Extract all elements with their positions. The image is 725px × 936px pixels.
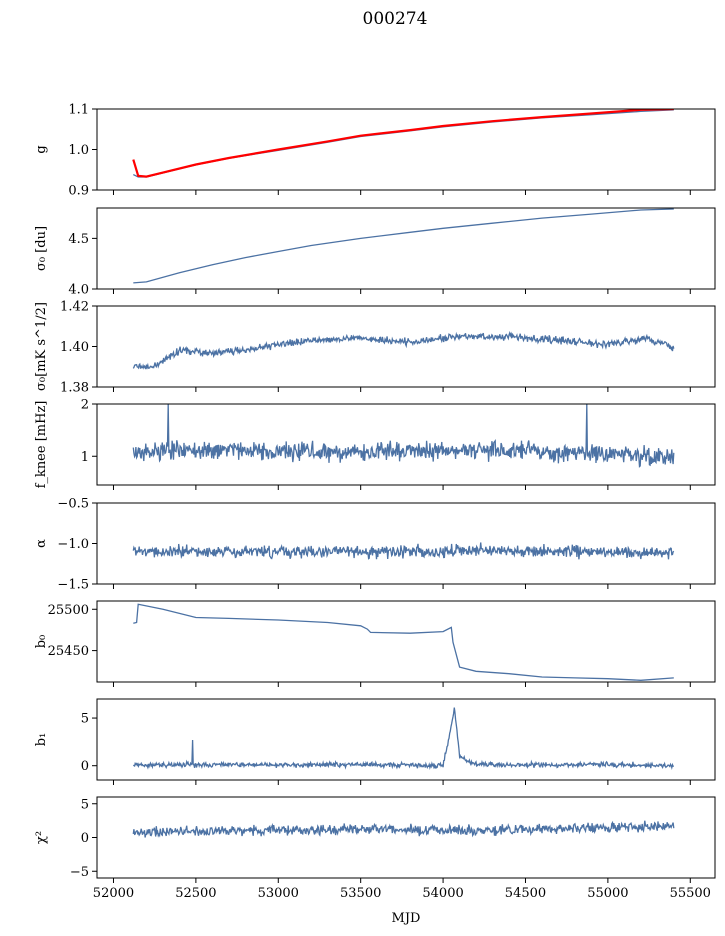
axes-frame <box>96 796 716 879</box>
y-tick-label: 4.5 <box>68 232 89 247</box>
y-tick-label: 1.1 <box>68 103 89 118</box>
panel-b1: 0 5 b₁ <box>34 698 716 785</box>
panel-fknee: 1 2 f_knee [mHz] <box>34 398 716 490</box>
y-tick-label: 2 <box>81 398 89 413</box>
y-tick-label: 0.9 <box>68 184 89 199</box>
y-axis-label: b₀ <box>34 635 49 649</box>
x-tick-label: 54000 <box>422 886 463 901</box>
y-tick-label: 1.38 <box>60 381 89 396</box>
series-line <box>132 330 675 370</box>
x-tick-label: 52000 <box>93 886 134 901</box>
axes-frame <box>96 403 716 486</box>
x-tick-label: 53500 <box>340 886 381 901</box>
series-line <box>133 603 674 681</box>
panel-chi2: −5 0 5 χ² 52000 52500 53000 53500 54000 54500 5500… <box>34 796 716 901</box>
axes-frame <box>96 207 716 290</box>
y-tick-label: 1.0 <box>68 143 89 158</box>
y-tick-label: 25450 <box>48 644 89 659</box>
x-tick-label: 55000 <box>587 886 628 901</box>
series-line <box>132 404 675 468</box>
x-tick-label: 53000 <box>258 886 299 901</box>
y-tick-label: −1.5 <box>57 578 89 593</box>
axes-frame <box>96 502 716 585</box>
y-axis-label: α <box>34 539 49 548</box>
figure-title: 000274 <box>363 9 428 29</box>
series-line <box>132 707 674 771</box>
y-axis-label: σ₀ [du] <box>34 226 49 271</box>
y-axis-label: b₁ <box>34 733 49 747</box>
series-line <box>132 109 674 178</box>
y-tick-label: 5 <box>81 712 89 727</box>
series-line <box>133 109 674 178</box>
y-axis-label: χ² <box>34 831 49 844</box>
y-axis-label: σ₀[mK s^1/2] <box>34 302 49 391</box>
axes-frame <box>96 698 716 781</box>
x-tick-label: 54500 <box>505 886 546 901</box>
y-tick-label: 4.0 <box>68 283 89 298</box>
panel-b0: 25450 25500 b₀ <box>34 600 716 687</box>
y-axis-label: f_knee [mHz] <box>34 401 49 489</box>
y-axis-label: g <box>34 145 49 153</box>
axes-frame <box>96 108 716 191</box>
y-tick-label: 25500 <box>48 603 89 618</box>
x-tick-label: 52500 <box>175 886 216 901</box>
y-tick-label: 1.40 <box>60 340 89 355</box>
x-axis-label: MJD <box>392 911 421 926</box>
y-tick-label: 1 <box>81 450 89 465</box>
y-tick-label: 1.42 <box>60 300 89 315</box>
series-line <box>132 820 675 838</box>
y-tick-label: 5 <box>81 797 89 812</box>
series-line <box>132 542 675 560</box>
panel-g: 0.9 1.0 1.1 g <box>34 103 716 199</box>
axes-frame <box>96 600 716 683</box>
panel-alpha: −1.5 −1.0 −0.5 α <box>34 497 716 593</box>
y-tick-label: −0.5 <box>57 497 89 512</box>
panel-sigma0_mk: 1.38 1.40 1.42 σ₀[mK s^1/2] <box>34 300 716 396</box>
y-tick-label: 0 <box>81 759 89 774</box>
series-line <box>133 208 674 284</box>
x-tick-label: 55500 <box>670 886 711 901</box>
panel-sigma0: 4.0 4.5 σ₀ [du] <box>34 207 716 298</box>
y-tick-label: −5 <box>70 865 89 880</box>
y-tick-label: 0 <box>81 831 89 846</box>
y-tick-label: −1.0 <box>57 537 89 552</box>
